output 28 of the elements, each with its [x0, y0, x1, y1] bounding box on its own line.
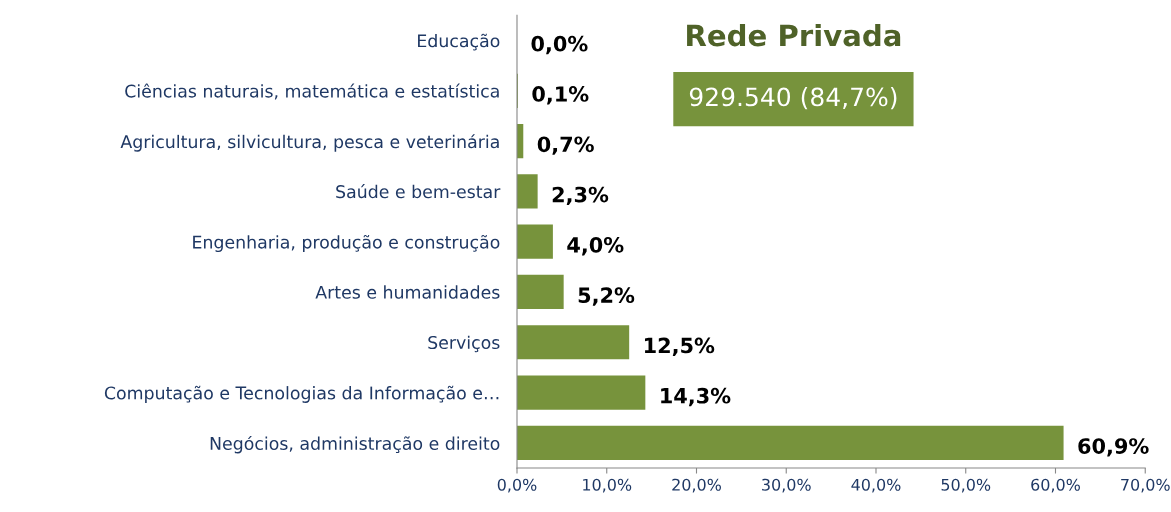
data-label: 60,9% — [1078, 438, 1149, 457]
y-tick-label: Saúde e bem-estar — [336, 184, 501, 199]
y-tick-label: Engenharia, produção e construção — [193, 234, 500, 253]
y-tick-label: Educação — [418, 33, 500, 51]
data-label: 0,7% — [537, 136, 594, 155]
x-tick-label: 50,0% — [941, 478, 991, 493]
data-label: 5,2% — [578, 287, 635, 306]
y-tick-label: Agricultura, silvicultura, pesca e veterinária — [120, 134, 499, 152]
x-tick-label: 20,0% — [672, 478, 721, 493]
x-tick-label: 40,0% — [851, 478, 901, 493]
data-label: 0,1% — [532, 86, 589, 105]
annotation: 929.540 (84,7%) — [689, 87, 897, 110]
annotation: Rede Privada — [687, 23, 901, 47]
data-label: 12,5% — [645, 337, 715, 356]
x-tick-label: 0,0% — [497, 478, 537, 493]
y-tick-label: Negócios, administração e direito — [210, 435, 500, 454]
x-tick-label: 60,0% — [1031, 478, 1080, 493]
y-tick-label: Ciências naturais, matemática e estatística — [125, 83, 499, 100]
data-label: 2,3% — [552, 186, 609, 206]
data-label: 14,3% — [661, 387, 731, 407]
y-tick-label: Artes e humanidades — [315, 285, 500, 299]
x-tick-label: 30,0% — [762, 478, 811, 493]
x-tick-label: 70,0% — [1121, 478, 1170, 493]
data-label: 4,0% — [567, 236, 624, 256]
y-tick-label: Computação e Tecnologias da Informação e… — [104, 385, 499, 403]
x-tick-label: 10,0% — [583, 478, 632, 493]
y-tick-label: Serviços — [428, 335, 500, 353]
data-label: 0,0% — [531, 35, 588, 55]
